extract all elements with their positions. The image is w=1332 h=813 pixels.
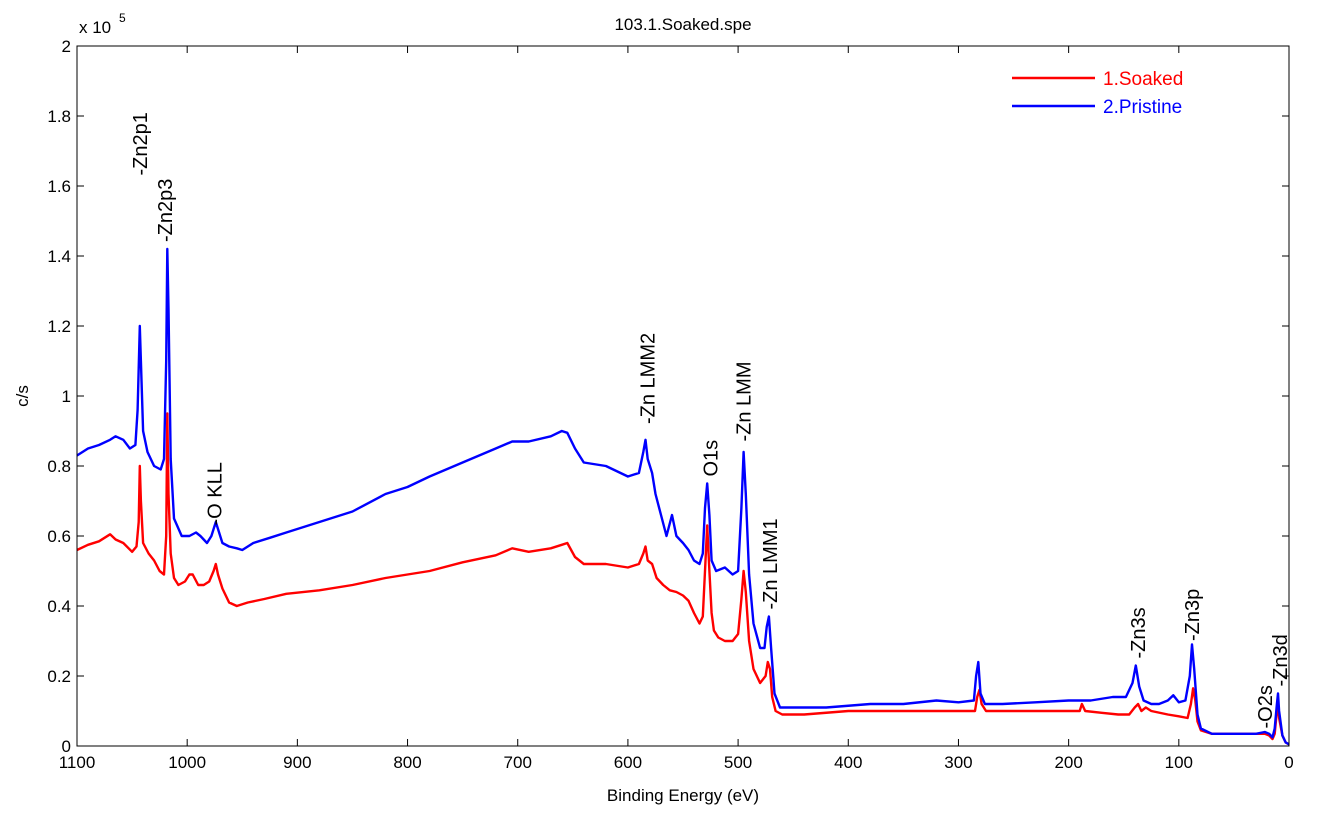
peak-label-zn-lmm: -Zn LMM [734,362,756,442]
peak-label-zn3p: -Zn3p [1182,589,1204,641]
peak-label-zn2p1: -Zn2p1 [130,112,152,175]
series-layer [76,247,1290,746]
y-tick-label: 2 [62,37,71,56]
peak-label-zn-lmm2: -Zn LMM2 [638,333,660,424]
y-multiplier-label: x 10 [79,18,111,37]
peak-label-zn3d: -Zn3d [1270,634,1292,686]
x-tick-label: 400 [834,753,862,772]
series-line-1-soaked [76,412,1290,746]
peak-label-o1s: O1s [701,440,723,477]
chart-title: 103.1.Soaked.spe [614,15,751,34]
plot-area [77,46,1289,746]
y-tick-label: 0.6 [47,527,71,546]
y-tick-label: 1.2 [47,317,71,336]
x-tick-label: 100 [1165,753,1193,772]
y-tick-label: 1.4 [47,247,71,266]
y-tick-label: 1.8 [47,107,71,126]
x-tick-label: 300 [944,753,972,772]
x-tick-label: 700 [504,753,532,772]
tick-layer: 1100 1000 900 800 700 600 500 400 300 200 100 000.2… [47,37,1293,772]
legend-label-soaked: 1.Soaked [1103,69,1183,90]
legend-box [1003,62,1278,126]
legend: 1.Soaked 2.Pristine [1003,62,1278,126]
peak-label-o2s: -O2s [1255,685,1277,728]
y-tick-label: 1 [62,387,71,406]
x-tick-label: 900 [283,753,311,772]
x-tick-label: 0 [1284,753,1293,772]
annotation-layer: -Zn2p1-Zn2p3 -O KLL -Zn LMM2 O1s -Zn LMM -Zn … [130,112,1292,728]
peak-label-o-kll: -O KLL [205,462,227,525]
x-tick-label: 1100 [59,753,96,772]
x-tick-label: 800 [393,753,421,772]
series-line-2-pristine [76,247,1290,746]
y-tick-label: 0.4 [47,597,71,616]
y-multiplier-exponent: 5 [119,11,126,25]
y-tick-label: 0 [62,737,71,756]
y-tick-label: 0.2 [47,667,71,686]
y-axis-title: c/s [13,385,32,407]
x-tick-label: 1000 [168,753,206,772]
legend-label-pristine: 2.Pristine [1103,97,1182,118]
x-tick-label: 200 [1054,753,1082,772]
y-tick-label: 0.8 [47,457,71,476]
x-tick-label: 500 [724,753,752,772]
peak-label-zn2p3: -Zn2p3 [155,179,177,242]
y-tick-label: 1.6 [47,177,71,196]
peak-label-zn-lmm1: -Zn LMM1 [760,518,782,609]
x-tick-label: 600 [614,753,642,772]
peak-label-zn3s: -Zn3s [1128,607,1150,658]
x-axis-title: Binding Energy (eV) [607,786,759,805]
